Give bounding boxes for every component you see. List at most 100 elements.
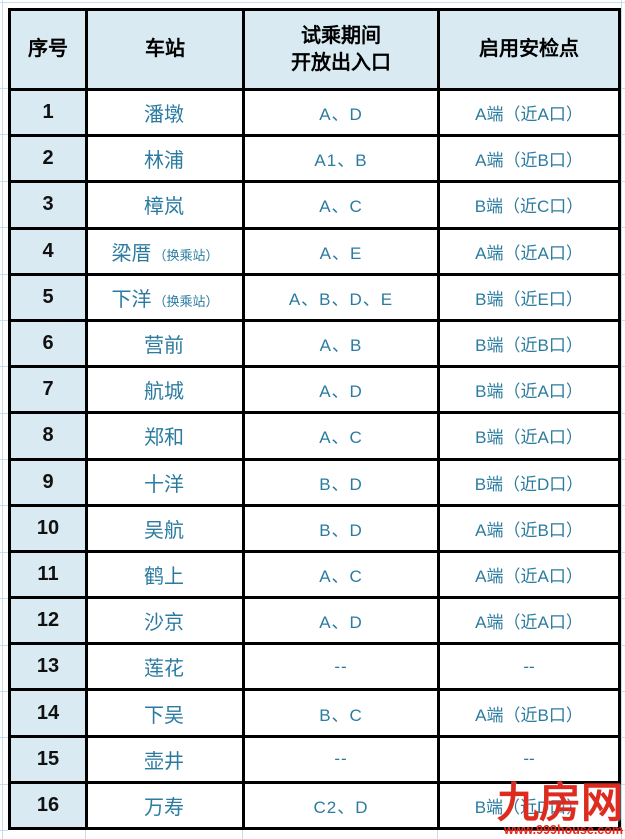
cell-security: A端（近A口） <box>437 549 621 600</box>
gridline <box>618 88 625 89</box>
gridline <box>618 784 625 785</box>
header-entrances-line2: 开放出入口 <box>291 51 391 74</box>
table-row: 15 壶井 -- -- <box>8 734 621 784</box>
gridline <box>0 459 8 460</box>
station-name: 吴航 <box>144 519 184 542</box>
gridline <box>437 830 438 839</box>
table-row: 13 莲花 -- -- <box>8 642 621 692</box>
cell-station: 吴航 <box>85 503 245 553</box>
gridline <box>618 645 625 646</box>
cell-station: 郑和 <box>85 411 245 461</box>
cell-security: A端（近B口） <box>437 688 621 738</box>
gridline <box>0 645 8 646</box>
cell-entrances: A、D <box>242 596 440 646</box>
cell-serial: 12 <box>8 596 88 646</box>
station-name: 林浦 <box>144 150 184 173</box>
gridline <box>618 227 625 228</box>
cell-security: B端（近A口） <box>437 365 621 415</box>
gridline <box>0 552 8 553</box>
cell-security: B端（近C口） <box>437 180 621 230</box>
gridline <box>0 366 8 367</box>
gridline <box>618 413 625 414</box>
gridline <box>618 181 625 182</box>
cell-serial: 5 <box>8 272 88 322</box>
gridline <box>242 830 243 839</box>
table-row: 10 吴航 B、D A端（近B口） <box>8 503 621 553</box>
station-table: 序号 车站 试乘期间 开放出入口 启用安检点 1 潘墩 A、D A端（近A口） … <box>8 8 621 831</box>
table-row: 16 万寿 C2、D B端（近D口） <box>8 780 621 831</box>
header-station: 车站 <box>85 8 245 91</box>
cell-entrances: A、C <box>242 180 440 230</box>
station-name: 梁厝 <box>111 242 152 265</box>
cell-station: 下洋 （换乘站） <box>85 272 245 322</box>
cell-serial: 6 <box>8 318 88 369</box>
cell-entrances: -- <box>242 642 440 692</box>
cell-serial: 1 <box>8 87 88 138</box>
gridline <box>85 830 86 839</box>
cell-security: B端（近D口） <box>437 780 621 831</box>
cell-entrances: B、D <box>242 503 440 553</box>
cell-serial: 11 <box>8 549 88 600</box>
gridline <box>0 505 8 506</box>
gridline <box>0 737 8 738</box>
gridline <box>0 274 8 275</box>
cell-entrances: C2、D <box>242 780 440 831</box>
cell-serial: 14 <box>8 688 88 738</box>
gridline <box>618 459 625 460</box>
cell-station: 营前 <box>85 318 245 369</box>
cell-serial: 8 <box>8 411 88 461</box>
cell-security: A端（近A口） <box>437 226 621 276</box>
gridline <box>621 0 622 839</box>
cell-entrances: B、C <box>242 688 440 738</box>
gridline <box>0 227 8 228</box>
gridline <box>0 691 8 692</box>
cell-serial: 15 <box>8 734 88 784</box>
cell-security: A端（近B口） <box>437 134 621 184</box>
station-name: 十洋 <box>144 473 184 496</box>
cell-security: A端（近A口） <box>437 87 621 138</box>
gridline <box>0 134 8 135</box>
cell-station: 壶井 <box>85 734 245 784</box>
gridline <box>0 2 625 3</box>
cell-station: 梁厝 （换乘站） <box>85 226 245 276</box>
cell-serial: 2 <box>8 134 88 184</box>
cell-entrances: A、D <box>242 365 440 415</box>
cell-station: 莲花 <box>85 642 245 692</box>
cell-security: B端（近E口） <box>437 272 621 322</box>
cell-serial: 13 <box>8 642 88 692</box>
gridline <box>0 598 8 599</box>
table-row: 9 十洋 B、D B端（近D口） <box>8 457 621 507</box>
gridline <box>0 413 8 414</box>
cell-serial: 4 <box>8 226 88 276</box>
station-name: 郑和 <box>144 427 184 450</box>
table-body: 1 潘墩 A、D A端（近A口） 2 林浦 A1、B A端（近B口） 3 樟岚 … <box>8 87 621 831</box>
cell-station: 沙京 <box>85 596 245 646</box>
cell-entrances: A、D <box>242 87 440 138</box>
table-row: 8 郑和 A、C B端（近A口） <box>8 411 621 461</box>
station-name: 下吴 <box>144 704 184 727</box>
cell-station: 航城 <box>85 365 245 415</box>
header-entrances-line1: 试乘期间 <box>301 25 381 48</box>
station-name: 航城 <box>144 381 184 404</box>
station-name: 鹤上 <box>144 565 184 588</box>
cell-entrances: A、C <box>242 549 440 600</box>
station-transfer-note: （换乘站） <box>153 247 219 263</box>
gridline <box>0 88 8 89</box>
station-name: 下洋 <box>111 288 152 311</box>
cell-entrances: B、D <box>242 457 440 507</box>
station-name: 莲花 <box>144 658 184 681</box>
cell-entrances: A、B <box>242 318 440 369</box>
table-row: 4 梁厝 （换乘站） A、E A端（近A口） <box>8 226 621 276</box>
gridline <box>0 320 8 321</box>
table-row: 11 鹤上 A、C A端（近A口） <box>8 549 621 600</box>
table-row: 12 沙京 A、D A端（近A口） <box>8 596 621 646</box>
cell-station: 鹤上 <box>85 549 245 600</box>
table-row: 6 营前 A、B B端（近B口） <box>8 318 621 369</box>
cell-security: A端（近A口） <box>437 596 621 646</box>
cell-entrances: -- <box>242 734 440 784</box>
cell-station: 樟岚 <box>85 180 245 230</box>
cell-station: 万寿 <box>85 780 245 831</box>
gridline <box>0 830 8 831</box>
cell-entrances: A、B、D、E <box>242 272 440 322</box>
gridline <box>618 320 625 321</box>
